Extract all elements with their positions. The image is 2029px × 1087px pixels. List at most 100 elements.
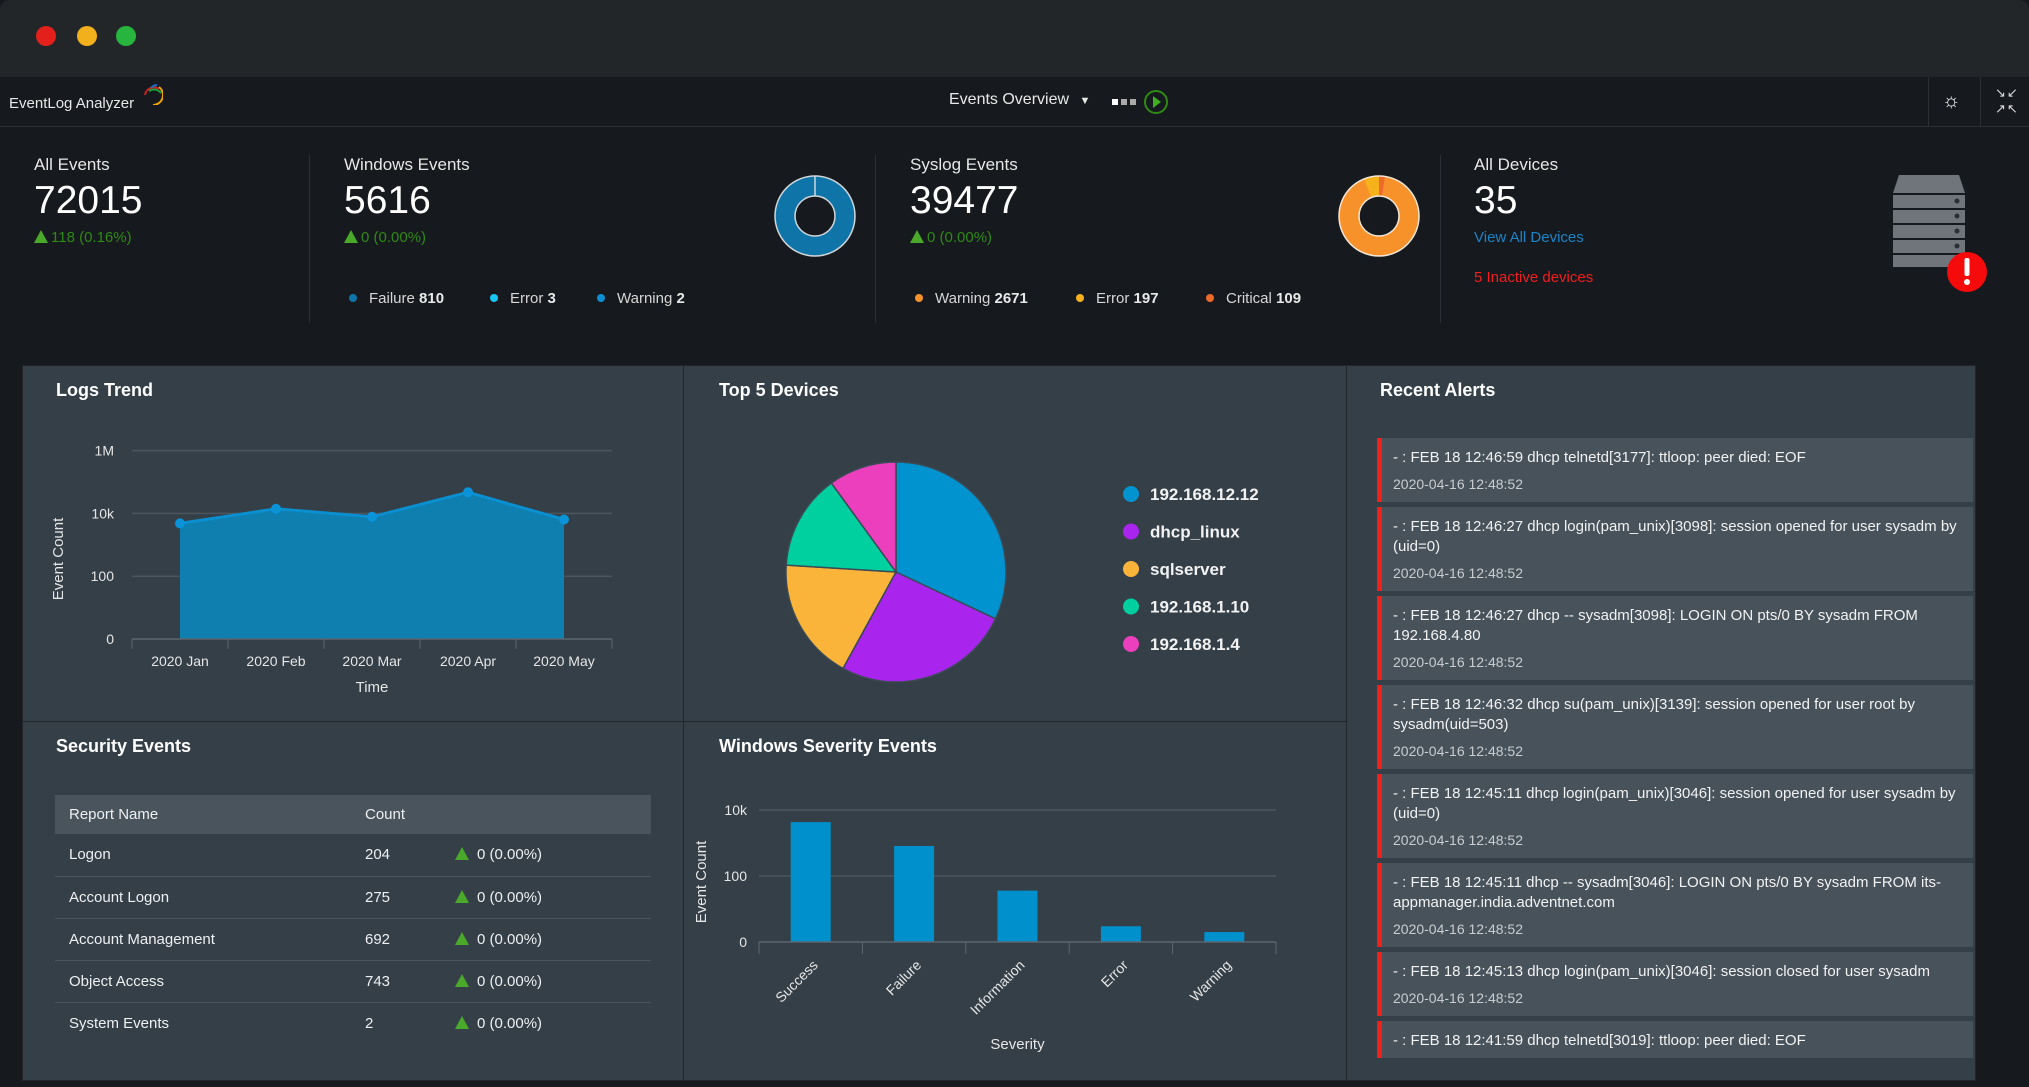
- table-row[interactable]: Logon 204 0 (0.00%): [55, 834, 651, 877]
- report-name[interactable]: Logon: [55, 834, 351, 877]
- legend-item: Critical 109: [1206, 290, 1301, 307]
- stat-change: 0 (0.00%): [344, 229, 470, 246]
- security-events-panel: Security Events Report Name Count Logon 20…: [22, 721, 684, 1081]
- alert-item[interactable]: - : FEB 18 12:46:59 dhcp telnetd[3177]: …: [1377, 438, 1973, 502]
- inactive-devices-link[interactable]: 5 Inactive devices: [1474, 269, 1594, 286]
- legend-dot: [1123, 598, 1139, 615]
- bar: [1100, 926, 1141, 942]
- alert-timestamp: 2020-04-16 12:48:52: [1393, 921, 1523, 937]
- alert-timestamp: 2020-04-16 12:48:52: [1393, 743, 1523, 759]
- dashboard-view-select[interactable]: Events Overview ▼: [949, 91, 1090, 109]
- column-header-count: Count: [351, 795, 441, 834]
- x-axis-title: Severity: [990, 1036, 1045, 1053]
- data-point: [175, 518, 185, 529]
- alert-item[interactable]: - : FEB 18 12:46:32 dhcp su(pam_unix)[31…: [1377, 685, 1973, 769]
- alert-message: - : FEB 18 12:46:27 dhcp login(pam_unix)…: [1393, 518, 1957, 555]
- table-row[interactable]: System Events 2 0 (0.00%): [55, 1002, 651, 1044]
- alert-timestamp: 2020-04-16 12:48:52: [1393, 476, 1523, 492]
- report-name[interactable]: Account Management: [55, 918, 351, 961]
- table-row[interactable]: Object Access 743 0 (0.00%): [55, 960, 651, 1003]
- change: 0 (0.00%): [441, 1002, 651, 1044]
- alert-timestamp: 2020-04-16 12:48:52: [1393, 654, 1523, 670]
- legend-label: Error: [510, 290, 544, 307]
- y-tick-label: 100: [724, 868, 748, 884]
- count: 692: [351, 918, 441, 961]
- alert-message: - : FEB 18 12:45:11 dhcp -- sysadm[3046]…: [1393, 874, 1941, 911]
- theme-toggle-icon[interactable]: ☼: [1942, 90, 1961, 112]
- x-tick-label: 2020 Jan: [151, 653, 209, 669]
- x-tick-label: 2020 Mar: [342, 653, 401, 669]
- stat-label: All Events: [34, 155, 110, 174]
- alert-item[interactable]: - : FEB 18 12:46:27 dhcp -- sysadm[3098]…: [1377, 596, 1973, 680]
- divider: [1928, 77, 1929, 127]
- report-name[interactable]: System Events: [69, 1014, 170, 1032]
- top-devices-pie-chart: 192.168.12.12 dhcp_linux sqlserver 192.168.…: [785, 461, 1259, 683]
- bar: [790, 822, 831, 942]
- x-tick-label: 2020 Apr: [440, 653, 496, 669]
- legend-item: Error 3: [490, 290, 556, 307]
- legend-label: Warning: [617, 290, 673, 307]
- column-header-report-name: Report Name: [55, 795, 351, 834]
- top-devices-panel: Top 5 Devices 192.168.12.12 dhcp_linux sql…: [683, 365, 1347, 722]
- data-point: [463, 487, 473, 498]
- pie-slice: [785, 481, 898, 573]
- play-icon: [1153, 96, 1161, 108]
- alert-item[interactable]: - : FEB 18 12:45:11 dhcp login(pam_unix)…: [1377, 774, 1973, 858]
- logs-trend-panel: Logs Trend 0 100 10k 1M 2020 Jan 2020 Feb 2020…: [22, 365, 684, 722]
- x-axis-title: Time: [356, 679, 389, 696]
- data-point: [367, 511, 377, 522]
- bar: [997, 890, 1038, 942]
- close-window-button[interactable]: [36, 26, 56, 46]
- legend-item: Warning 2671: [915, 290, 1028, 307]
- change-text: 0 (0.00%): [361, 229, 427, 246]
- syslog-donut-chart[interactable]: [1337, 174, 1421, 258]
- y-tick-label: 0: [739, 934, 747, 950]
- alert-item[interactable]: - : FEB 18 12:45:13 dhcp login(pam_unix)…: [1377, 952, 1973, 1016]
- up-triangle-icon: [910, 230, 924, 243]
- view-all-devices-link[interactable]: View All Devices: [1474, 229, 1584, 246]
- up-triangle-icon: [455, 889, 469, 903]
- stat-all-events: All Events 72015 118 (0.16%): [34, 155, 142, 246]
- collapse-icon[interactable]: ↘↙ ↗↖: [1995, 85, 2019, 116]
- pie-slice: [830, 461, 897, 575]
- windows-donut-chart[interactable]: [773, 174, 857, 258]
- table-row[interactable]: Account Management 692 0 (0.00%): [55, 918, 651, 961]
- alert-item[interactable]: - : FEB 18 12:45:11 dhcp -- sysadm[3046]…: [1377, 863, 1973, 947]
- windows-severity-bar-chart: 0 100 10k Success Failure Information Error War…: [693, 802, 1277, 1053]
- alert-message: - : FEB 18 12:45:11 dhcp login(pam_unix)…: [1393, 785, 1956, 822]
- play-slideshow-button[interactable]: [1144, 90, 1168, 114]
- legend-dot: [1123, 636, 1139, 652]
- stat-windows-events: Windows Events 5616 0 (0.00%): [344, 155, 470, 246]
- change-text: 0 (0.00%): [477, 888, 543, 906]
- donut-outline: [794, 195, 836, 237]
- alert-item[interactable]: - : FEB 18 12:46:27 dhcp login(pam_unix)…: [1377, 507, 1973, 591]
- app-header: EventLog Analyzer Events Overview ▼ ☼ ↘↙…: [0, 77, 2029, 127]
- alert-item[interactable]: - : FEB 18 12:41:59 dhcp telnetd[3019]: …: [1377, 1021, 1973, 1058]
- count: 204: [351, 834, 441, 877]
- table-row[interactable]: Account Logon 275 0 (0.00%): [55, 876, 651, 919]
- logs-trend-chart: 0 100 10k 1M 2020 Jan 2020 Feb 2020 Mar 2020 Ap…: [50, 443, 613, 696]
- change-text: 0 (0.00%): [477, 930, 543, 948]
- x-tick-label: Information: [967, 957, 1028, 1018]
- divider: [1980, 77, 1981, 127]
- maximize-window-button[interactable]: [116, 26, 136, 46]
- report-name[interactable]: Account Logon: [55, 876, 351, 919]
- app-logo[interactable]: EventLog Analyzer: [9, 84, 163, 112]
- minimize-window-button[interactable]: [77, 26, 97, 46]
- alerts-list[interactable]: - : FEB 18 12:46:59 dhcp telnetd[3177]: …: [1377, 438, 1973, 1058]
- change-text: 0 (0.00%): [477, 1014, 543, 1032]
- x-tick-label: Warning: [1187, 957, 1235, 1005]
- alert-timestamp: 2020-04-16 12:48:52: [1393, 990, 1523, 1006]
- table-header-row: Report Name Count: [55, 795, 651, 834]
- alert-message: - : FEB 18 12:41:59 dhcp telnetd[3019]: …: [1393, 1032, 1806, 1049]
- legend-label: 192.168.1.10: [1150, 598, 1249, 617]
- change-text: 0 (0.00%): [477, 846, 543, 864]
- y-tick-label: 100: [91, 568, 115, 584]
- legend-value: 2: [676, 290, 685, 307]
- y-tick-label: 1M: [95, 443, 114, 459]
- report-name[interactable]: Object Access: [55, 960, 351, 1003]
- pie-slice: [785, 564, 898, 670]
- data-point: [559, 514, 569, 525]
- divider: [309, 155, 310, 323]
- stat-change: 118 (0.16%): [34, 229, 142, 246]
